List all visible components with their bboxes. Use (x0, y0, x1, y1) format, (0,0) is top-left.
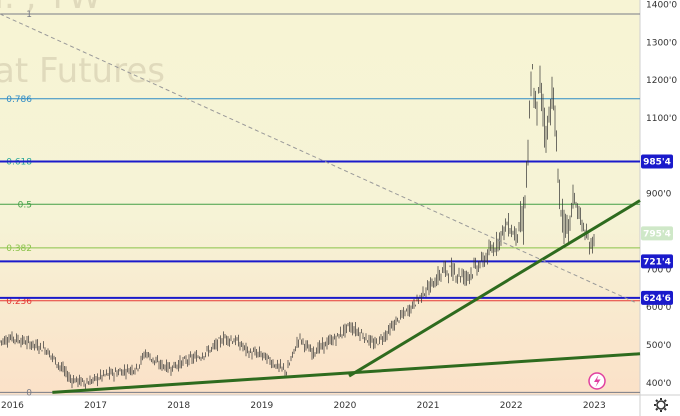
watermark-line1: I. , TW (0, 0, 102, 17)
price-tags: 985'4 795'4 721'4 624'6 (641, 154, 673, 305)
x-tick-4: 2020 (333, 401, 356, 411)
fib-label-3: 0.5 (18, 200, 32, 210)
fib-label-0: 1 (26, 10, 32, 20)
y-tick-3: 1100'0 (646, 114, 677, 124)
price-tag-bg-3 (641, 290, 673, 305)
trendline-0[interactable] (52, 352, 641, 394)
price-tag-1: 795'4 (643, 229, 671, 239)
fib-levels: 1 0.786 0.618 0.5 0.382 0.236 0 (0, 10, 640, 398)
x-tick-5: 2021 (417, 401, 440, 411)
y-axis-ticks: 1400'0 1300'0 1200'0 1100'0 900'0 700'0 600'0 5… (646, 1, 677, 389)
y-tick-8: 400'0 (646, 379, 672, 389)
y-tick-1: 1300'0 (646, 38, 677, 48)
fib-label-4: 0.382 (6, 244, 32, 254)
x-tick-7: 2023 (583, 401, 606, 411)
y-tick-4: 900'0 (646, 190, 672, 200)
y-tick-2: 1200'0 (646, 76, 677, 86)
price-tag-3: 624'6 (643, 294, 671, 304)
price-tag-bg-1 (641, 226, 673, 241)
x-tick-1: 2017 (84, 401, 107, 411)
x-tick-0: 2016 (1, 401, 24, 411)
y-tick-7: 500'0 (646, 341, 672, 351)
watermark-line2: at Futures (0, 51, 165, 91)
price-tag-0: 985'4 (643, 157, 671, 167)
plot-background (0, 0, 640, 395)
price-tag-2: 721'4 (643, 257, 671, 267)
price-tag-bg-0 (641, 154, 673, 169)
x-axis-panel (0, 395, 640, 416)
trendlines[interactable] (0, 13, 641, 394)
x-tick-6: 2022 (500, 401, 523, 411)
trendline-2[interactable] (0, 13, 637, 304)
trendline-1[interactable] (348, 199, 641, 378)
fib-label-2: 0.618 (6, 158, 32, 168)
price-tag-bg-2 (641, 254, 673, 269)
watermark: I. , TW at Futures (0, 0, 165, 91)
y-tick-6: 600'0 (646, 303, 672, 313)
fib-label-5: 0.236 (6, 297, 32, 307)
horizontal-lines (0, 160, 640, 299)
fib-label-6: 0 (26, 388, 32, 398)
x-tick-2: 2018 (167, 401, 190, 411)
y-tick-5: 700'0 (646, 265, 672, 275)
y-tick-0: 1400'0 (646, 1, 677, 11)
y-axis-panel (640, 0, 680, 416)
gear-icon[interactable] (654, 398, 668, 412)
lightning-icon[interactable] (588, 372, 606, 390)
x-axis-ticks: 2016 2017 2018 2019 2020 2021 2022 2023 (1, 401, 606, 411)
fib-label-1: 0.786 (6, 95, 32, 105)
price-candles (0, 63, 595, 391)
x-tick-3: 2019 (250, 401, 273, 411)
